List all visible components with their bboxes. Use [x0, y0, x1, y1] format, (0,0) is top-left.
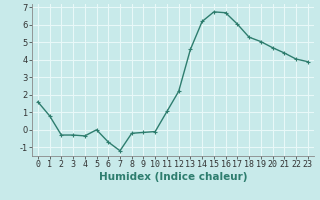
X-axis label: Humidex (Indice chaleur): Humidex (Indice chaleur) — [99, 172, 247, 182]
